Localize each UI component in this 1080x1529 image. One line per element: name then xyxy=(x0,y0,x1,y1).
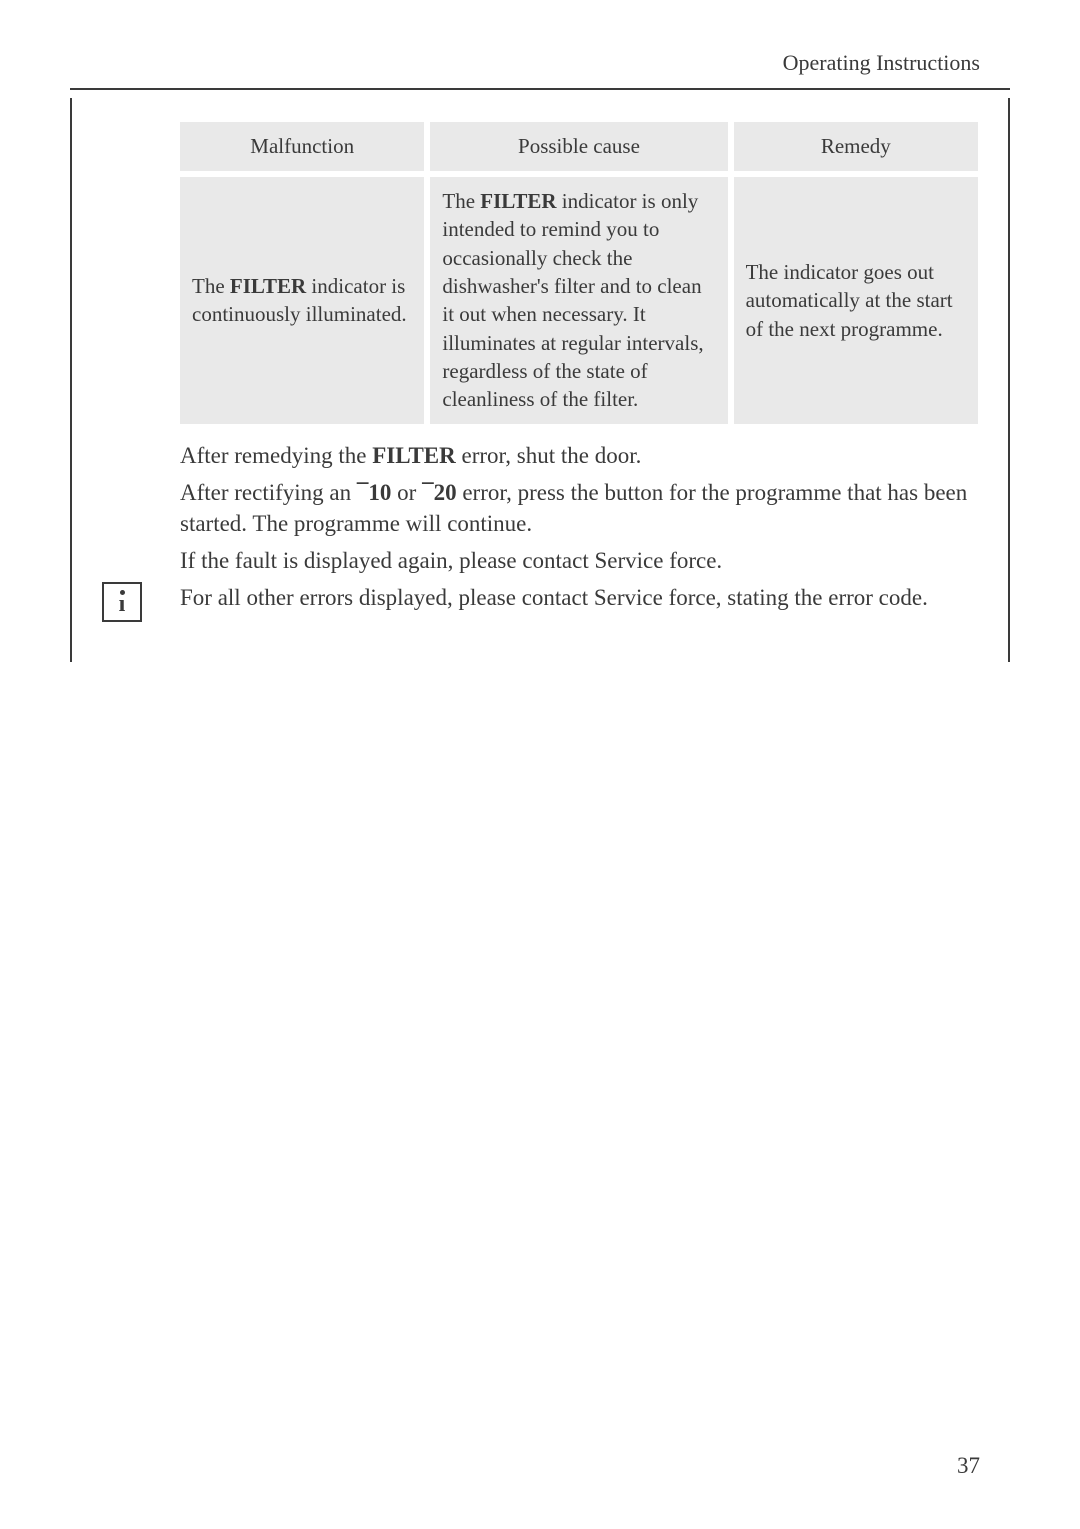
cause-prefix: The xyxy=(442,189,480,213)
info-row: ı For all other errors displayed, please… xyxy=(102,582,978,622)
info-icon: ı xyxy=(102,582,142,622)
cause-suffix: indicator is only intended to remind you… xyxy=(442,189,703,411)
header-divider xyxy=(70,88,1010,90)
p1-prefix: After remedying the xyxy=(180,443,372,468)
p2-mid: or xyxy=(391,480,422,505)
p2-bold2: ¯20 xyxy=(422,480,457,505)
table-header-row: Malfunction Possible cause Remedy xyxy=(180,122,978,174)
p1-bold: FILTER xyxy=(372,443,456,468)
p1-suffix: error, shut the door. xyxy=(456,443,642,468)
content-inner: Malfunction Possible cause Remedy The FI… xyxy=(180,122,978,576)
table-row: The FILTER indicator is continuously ill… xyxy=(180,174,978,424)
info-text: For all other errors displayed, please c… xyxy=(180,582,978,613)
header-cause: Possible cause xyxy=(427,122,730,174)
header-malfunction: Malfunction xyxy=(180,122,427,174)
page-number: 37 xyxy=(957,1453,980,1479)
page-container: Operating Instructions Malfunction Possi… xyxy=(0,0,1080,712)
paragraph-1: After remedying the FILTER error, shut t… xyxy=(180,440,978,471)
info-icon-letter: ı xyxy=(119,591,126,618)
content-box: Malfunction Possible cause Remedy The FI… xyxy=(70,98,1010,662)
p2-bold1: ¯10 xyxy=(357,480,392,505)
cell-malfunction: The FILTER indicator is continuously ill… xyxy=(180,174,427,424)
p2-prefix: After rectifying an xyxy=(180,480,357,505)
malfunction-prefix: The xyxy=(192,274,230,298)
header-remedy: Remedy xyxy=(731,122,978,174)
cell-cause: The FILTER indicator is only intended to… xyxy=(427,174,730,424)
paragraph-2: After rectifying an ¯10 or ¯20 error, pr… xyxy=(180,477,978,539)
malfunction-bold: FILTER xyxy=(230,274,306,298)
cell-remedy: The indicator goes out automatically at … xyxy=(731,174,978,424)
section-title: Operating Instructions xyxy=(70,50,1010,76)
paragraph-3: If the fault is displayed again, please … xyxy=(180,545,978,576)
troubleshooting-table: Malfunction Possible cause Remedy The FI… xyxy=(180,122,978,424)
cause-bold: FILTER xyxy=(480,189,556,213)
